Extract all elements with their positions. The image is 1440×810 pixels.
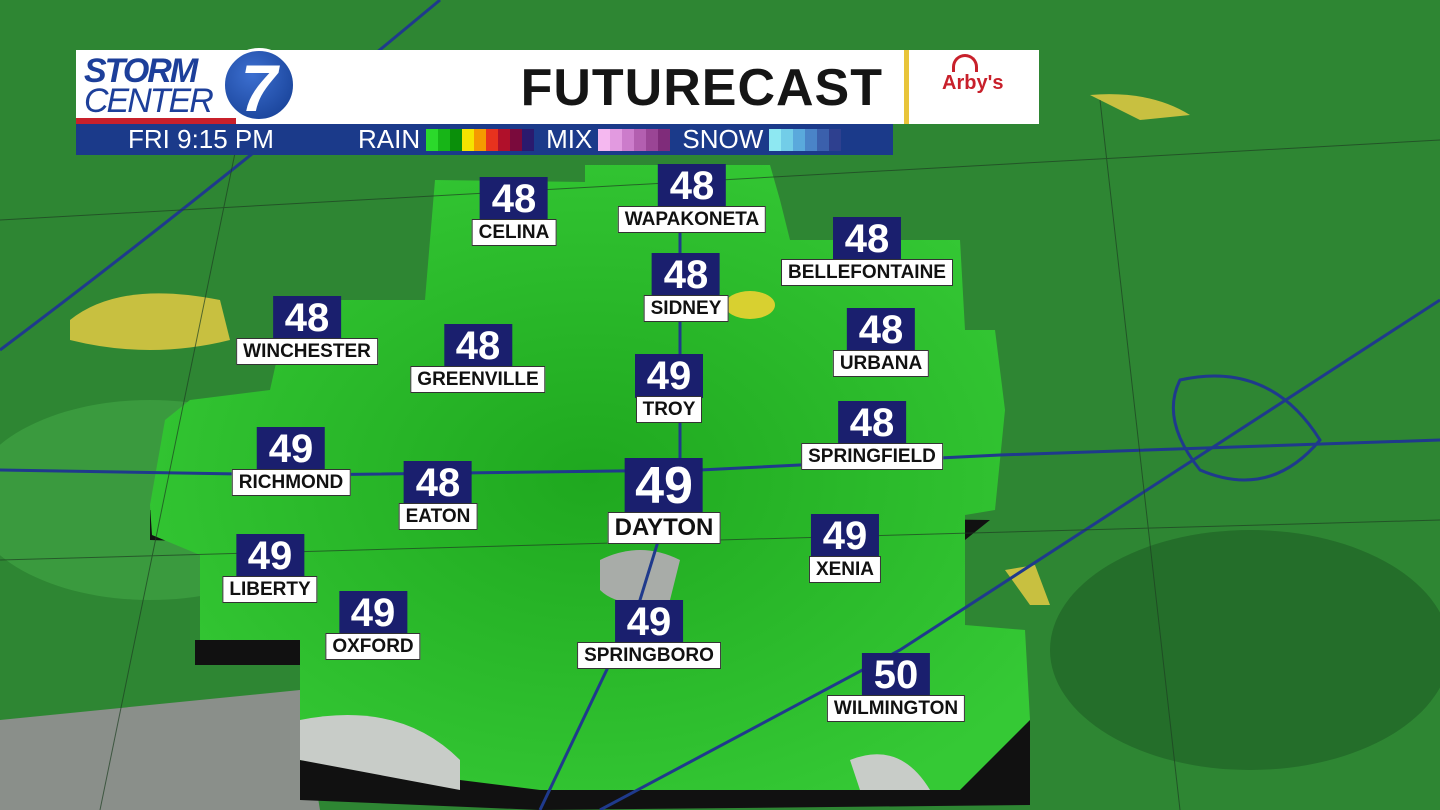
city-name: EATON	[398, 503, 478, 530]
city-name: SPRINGBORO	[577, 642, 721, 669]
logo-red-stripe	[76, 118, 236, 124]
city-label-eaton: 48 EATON	[398, 461, 478, 530]
temperature-value: 49	[339, 591, 407, 635]
rain-color-ramp	[426, 128, 535, 151]
city-label-liberty: 49 LIBERTY	[222, 534, 318, 603]
city-label-troy: 49 TROY	[635, 354, 703, 423]
city-name: TROY	[635, 396, 703, 423]
temperature-value: 48	[846, 308, 915, 352]
rain-swatch	[510, 128, 523, 151]
rain-swatch	[474, 128, 487, 151]
city-label-oxford: 49 OXFORD	[325, 591, 421, 660]
storm-center-logo: STORM CENTER	[84, 52, 214, 120]
logo-line2: CENTER	[84, 82, 214, 120]
city-name: OXFORD	[325, 633, 421, 660]
temperature-value: 48	[652, 253, 720, 297]
city-label-celina: 48 CELINA	[471, 177, 557, 246]
page-title: FUTURECAST	[520, 59, 883, 117]
city-label-wapakoneta: 48 WAPAKONETA	[617, 164, 767, 233]
city-label-wilmington: 50 WILMINGTON	[826, 653, 966, 722]
city-label-springfield: 48 SPRINGFIELD	[801, 401, 943, 470]
snow-swatch	[769, 128, 782, 151]
city-label-dayton: 49 DAYTON	[607, 458, 721, 544]
temperature-value: 50	[862, 653, 930, 697]
mix-swatch	[646, 128, 659, 151]
city-label-richmond: 49 RICHMOND	[231, 427, 351, 496]
city-label-winchester: 48 WINCHESTER	[236, 296, 378, 365]
mix-swatch	[634, 128, 647, 151]
snow-color-ramp	[769, 128, 842, 151]
rain-swatch	[522, 128, 535, 151]
city-name: SPRINGFIELD	[801, 443, 943, 470]
rain-swatch	[450, 128, 463, 151]
mix-color-ramp	[598, 128, 671, 151]
temperature-value: 49	[614, 600, 683, 644]
city-name: XENIA	[808, 556, 882, 583]
mix-swatch	[610, 128, 623, 151]
temperature-value: 49	[236, 534, 304, 578]
city-name: GREENVILLE	[410, 366, 546, 393]
snow-swatch	[781, 128, 794, 151]
temperature-value: 48	[404, 461, 472, 505]
legend-bar: FRI 9:15 PM RAIN MIX SNOW	[76, 124, 893, 155]
temperature-value: 49	[257, 427, 325, 471]
rain-swatch	[486, 128, 499, 151]
header-banner: STORM CENTER 7 FUTURECAST Arby's	[76, 48, 1039, 125]
city-label-greenville: 48 GREENVILLE	[410, 324, 546, 393]
temperature-value: 49	[810, 514, 879, 558]
temperature-value: 49	[635, 354, 703, 398]
mix-swatch	[658, 128, 671, 151]
temperature-value: 48	[832, 217, 901, 261]
city-name: WAPAKONETA	[617, 206, 767, 233]
mix-swatch	[598, 128, 611, 151]
temperature-value: 49	[625, 458, 703, 514]
rain-swatch	[462, 128, 475, 151]
city-label-sidney: 48 SIDNEY	[643, 253, 729, 322]
logo-line1: STORM	[84, 52, 198, 90]
city-name: WILMINGTON	[826, 695, 966, 722]
snow-swatch	[805, 128, 818, 151]
rain-swatch	[426, 128, 439, 151]
temperature-value: 48	[658, 164, 726, 208]
snow-swatch	[817, 128, 830, 151]
city-name: LIBERTY	[222, 576, 318, 603]
rain-swatch	[498, 128, 511, 151]
city-label-urbana: 48 URBANA	[832, 308, 930, 377]
city-label-bellefontaine: 48 BELLEFONTAINE	[781, 217, 953, 286]
snow-swatch	[829, 128, 842, 151]
rain-swatch	[438, 128, 451, 151]
arbys-hat-icon	[952, 54, 978, 72]
snow-swatch	[793, 128, 806, 151]
temperature-value: 48	[444, 324, 512, 368]
channel-7-logo: 7	[222, 48, 296, 125]
city-name: URBANA	[832, 350, 930, 377]
temperature-value: 48	[837, 401, 906, 445]
sponsor-text: Arby's	[942, 72, 1004, 94]
snow-label: SNOW	[682, 124, 764, 154]
city-label-xenia: 49 XENIA	[808, 514, 882, 583]
divider	[904, 50, 909, 124]
rain-label: RAIN	[358, 124, 421, 154]
mix-label: MIX	[546, 124, 593, 154]
temperature-value: 48	[479, 177, 548, 221]
city-name: RICHMOND	[231, 469, 351, 496]
city-name: SIDNEY	[643, 295, 729, 322]
temperature-value: 48	[272, 296, 341, 340]
mix-swatch	[622, 128, 635, 151]
forecast-time: FRI 9:15 PM	[128, 124, 274, 154]
city-name: DAYTON	[607, 512, 721, 544]
city-name: WINCHESTER	[236, 338, 378, 365]
sponsor-logo: Arby's	[942, 54, 1004, 95]
city-name: CELINA	[471, 219, 557, 246]
city-name: BELLEFONTAINE	[781, 259, 953, 286]
city-label-springboro: 49 SPRINGBORO	[577, 600, 721, 669]
